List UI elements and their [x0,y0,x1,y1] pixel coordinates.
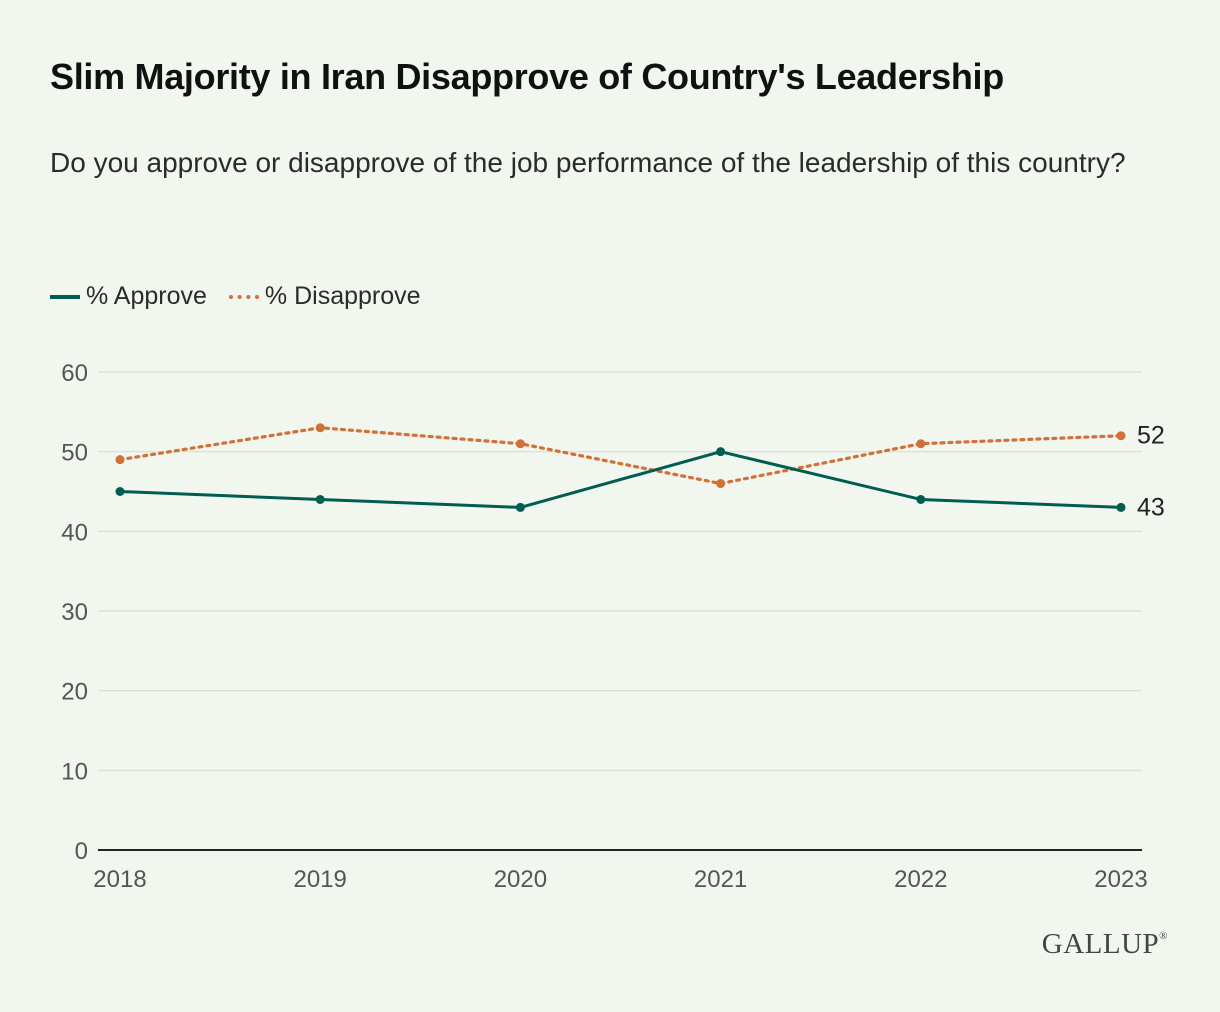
legend-swatch-approve [50,294,80,299]
x-tick-label: 2020 [494,866,547,893]
disapprove-point [916,439,926,449]
approve-point [515,502,525,512]
approve-point [115,487,125,496]
disapprove-line [118,426,1123,486]
legend-item-approve: % Approve [50,282,207,311]
x-tick-label: 2022 [894,866,947,893]
approve-point [716,447,726,457]
disapprove-point [115,455,125,465]
y-tick-label: 0 [75,838,88,865]
y-tick-label: 20 [61,679,88,706]
chart-subtitle: Do you approve or disapprove of the job … [50,147,1126,178]
approve-point [916,494,926,504]
y-tick-label: 50 [61,440,88,467]
x-tick-label: 2021 [694,866,747,893]
gallup-logo: GALLUP® [1041,928,1168,960]
disapprove-point [1116,431,1126,441]
y-tick-label: 10 [61,758,88,785]
legend-item-disapprove: % Disapprove [228,282,421,311]
disapprove-end-label: 52 [1137,422,1165,450]
approve-end-label: 43 [1137,493,1165,521]
x-tick-label: 2018 [93,866,146,893]
legend-label-disapprove: % Disapprove [264,282,421,310]
chart-title: Slim Majority in Iran Disapprove of Coun… [50,56,1004,97]
y-tick-label: 60 [61,360,88,387]
y-tick-label: 40 [61,519,88,546]
disapprove-point [515,439,525,449]
y-tick-label: 30 [61,599,88,626]
legend-label-approve: % Approve [86,282,207,310]
approve-point [315,494,325,504]
approve-line [119,450,1122,509]
approve-point [1116,502,1126,512]
disapprove-point [716,479,726,489]
legend-swatch-disapprove [228,294,259,299]
x-tick-label: 2023 [1094,866,1147,893]
disapprove-point [315,423,325,433]
legend: % Approve % Disapprove [50,282,443,311]
x-tick-label: 2019 [294,866,347,893]
